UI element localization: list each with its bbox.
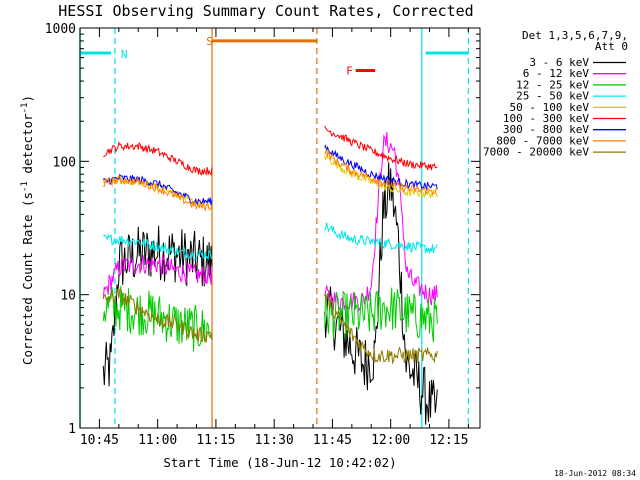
- y-tick-label: 1000: [45, 22, 76, 37]
- plot-frame: [79, 27, 481, 429]
- y-axis-label: Corrected Count Rate (s-1 detector-1): [20, 95, 35, 365]
- series-line: [324, 287, 438, 343]
- x-tick-label: 12:00: [371, 433, 410, 448]
- x-tick-label: 11:45: [313, 433, 352, 448]
- series-800-7000keV: [102, 149, 438, 212]
- series-line: [324, 144, 438, 191]
- series-12-25keV: [102, 285, 438, 352]
- legend-label: 6 - 12 keV: [523, 67, 590, 80]
- flare-flag-label: F: [346, 65, 353, 78]
- legend-label: 50 - 100 keV: [510, 101, 590, 114]
- y-tick-label: 10: [60, 289, 76, 304]
- x-tick-label: 11:00: [138, 433, 177, 448]
- night-flag-label: N: [121, 48, 128, 61]
- series-line: [324, 162, 438, 425]
- series-line: [102, 225, 213, 387]
- y-tick-label: 100: [53, 155, 76, 170]
- series-line: [102, 285, 213, 352]
- timestamp: 18-Jun-2012 08:34: [554, 469, 636, 478]
- series-100-300keV: [103, 125, 438, 177]
- legend-label: 25 - 50 keV: [516, 90, 589, 103]
- series-3-6keV: [102, 162, 438, 425]
- series-layer: [102, 125, 438, 425]
- x-tick-label: 12:15: [429, 433, 468, 448]
- series-line: [324, 292, 438, 365]
- x-tick-label: 11:15: [196, 433, 235, 448]
- x-tick-label: 10:45: [80, 433, 119, 448]
- x-tick-label: 11:30: [255, 433, 294, 448]
- series-line: [102, 233, 213, 261]
- x-axis-label: Start Time (18-Jun-12 10:42:02): [163, 455, 396, 470]
- legend-label: 12 - 25 keV: [516, 78, 589, 91]
- series-line: [102, 255, 213, 299]
- series-25-50keV: [102, 222, 438, 261]
- legend-header-line-2: Att 0: [595, 40, 628, 53]
- series-line: [324, 125, 438, 171]
- legend-label: 100 - 300 keV: [503, 112, 589, 125]
- legend-header-line-1: Det 1,3,5,6,7,9,: [522, 29, 628, 42]
- series-line: [103, 141, 213, 177]
- series-line: [102, 175, 213, 212]
- legend-label: 7000 - 20000 keV: [483, 146, 589, 159]
- chart-title: HESSI Observing Summary Count Rates, Cor…: [58, 2, 473, 20]
- legend-label: 3 - 6 keV: [529, 56, 589, 69]
- saa-flag-label: S: [206, 35, 213, 48]
- series-line: [324, 149, 438, 195]
- legend-label: 800 - 7000 keV: [496, 134, 589, 147]
- series-7000-20000keV: [102, 288, 438, 365]
- y-tick-label: 1: [68, 422, 76, 437]
- series-line: [324, 222, 438, 254]
- axis-ticks: 10:45 11:00 11:15 11:30 11:45 12:00 12:15 1 10 10…: [45, 22, 480, 448]
- legend-label: 300 - 800 keV: [503, 123, 589, 136]
- series-line: [102, 288, 213, 343]
